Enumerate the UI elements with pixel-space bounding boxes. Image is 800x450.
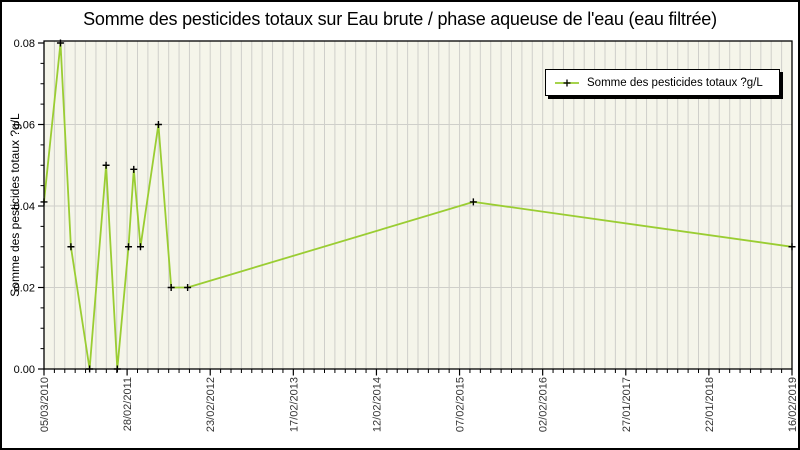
chart-title: Somme des pesticides totaux sur Eau brut… (83, 9, 717, 29)
x-tick-label: 12/02/2014 (371, 377, 383, 432)
x-tick-label: 28/02/2011 (122, 377, 134, 431)
x-tick-label: 02/02/2016 (538, 377, 550, 432)
x-tick-label: 22/01/2018 (704, 377, 716, 432)
y-tick-label: 0.02 (14, 283, 35, 295)
y-tick-label: 0.06 (14, 120, 35, 132)
plot-frame (43, 40, 793, 370)
legend-series-symbol (555, 79, 579, 86)
x-tick-label: 05/03/2010 (39, 377, 51, 432)
y-tick-label: 0.04 (14, 201, 35, 213)
legend-plus-marker-icon (563, 79, 571, 86)
x-tick-label: 16/02/2019 (787, 377, 799, 432)
x-tick-label: 07/02/2015 (455, 377, 467, 432)
x-tick-label: 17/02/2013 (288, 377, 300, 432)
legend-label: Somme des pesticides totaux ?g/L (587, 76, 763, 89)
legend: Somme des pesticides totaux ?g/L (545, 69, 780, 96)
y-tick-label: 0.08 (14, 38, 35, 50)
y-tick-label: 0.00 (14, 364, 35, 376)
x-tick-label: 23/02/2012 (205, 377, 217, 432)
x-tick-label: 27/01/2017 (621, 377, 633, 432)
